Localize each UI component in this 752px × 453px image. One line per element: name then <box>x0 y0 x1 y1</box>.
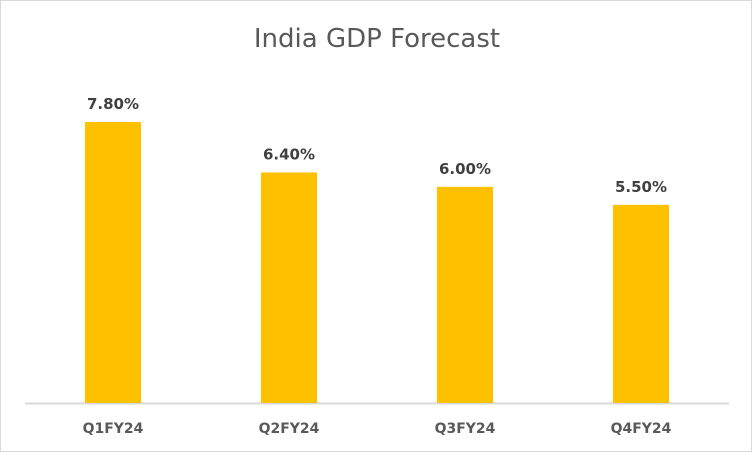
x-tick-label: Q4FY24 <box>611 421 672 437</box>
data-label: 7.80% <box>87 95 139 113</box>
bar-q1fy24 <box>85 122 141 403</box>
data-label: 5.50% <box>615 178 667 196</box>
chart-title: India GDP Forecast <box>254 24 500 54</box>
x-tick-label: Q1FY24 <box>83 421 144 437</box>
data-label: 6.40% <box>263 145 315 163</box>
data-label: 6.00% <box>439 160 491 178</box>
bar-q2fy24 <box>261 172 317 403</box>
bar-q4fy24 <box>613 204 669 403</box>
x-tick-label: Q3FY24 <box>435 421 496 437</box>
x-tick-label: Q2FY24 <box>259 421 320 437</box>
bar-q3fy24 <box>437 186 493 403</box>
